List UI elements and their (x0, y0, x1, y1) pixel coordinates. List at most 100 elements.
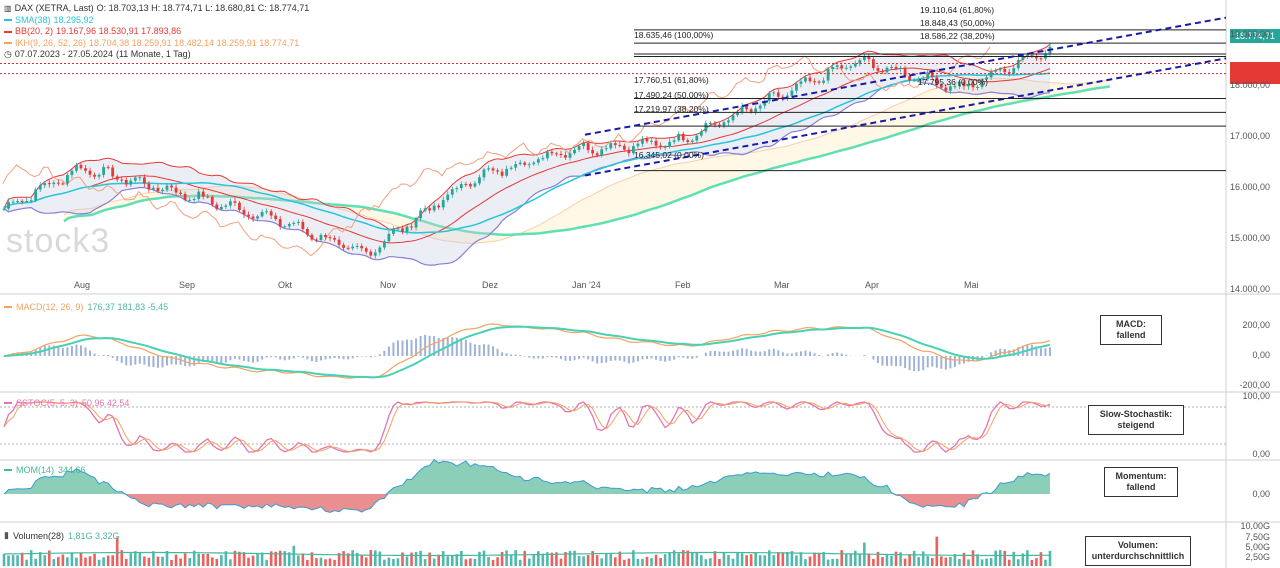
ikh-label[interactable]: IKH(9, 26, 52, 26) (15, 37, 87, 48)
candle-body (161, 189, 164, 192)
volume-bar (795, 555, 798, 566)
macd-histogram-bar (211, 356, 214, 363)
candle-body (921, 79, 925, 81)
candle-body (459, 184, 463, 189)
volume-bar (333, 559, 336, 566)
macd-signal-line (3, 325, 1051, 379)
macd-histogram-bar (799, 351, 802, 356)
ichimoku-cloud (64, 78, 1110, 244)
volume-bar (586, 554, 590, 566)
volume-bar (405, 556, 409, 566)
time-tick-label: Nov (380, 280, 397, 290)
candle-body (500, 171, 504, 176)
candle-body (201, 191, 205, 197)
price-tick-label: 18.000,00 (1229, 80, 1270, 91)
vol-label[interactable]: Volumen(28) (12, 530, 64, 541)
candle-body (251, 216, 255, 219)
volume-bar (912, 550, 916, 566)
macd-tick-label: 0,00 (1252, 350, 1270, 360)
bb-label[interactable]: BB(20, 2) (15, 26, 54, 36)
macd-histogram-bar (713, 350, 716, 356)
candle-body (976, 86, 979, 88)
macd-histogram-bar (623, 356, 626, 362)
macd-histogram-bar (238, 356, 241, 360)
candle-body (133, 177, 137, 181)
candle-body (265, 211, 269, 213)
macd-histogram-bar (890, 356, 893, 366)
sma-label[interactable]: SMA(38) (15, 14, 51, 25)
vol-tick-label: 5,00G (1245, 542, 1270, 552)
volume-bar (903, 558, 907, 566)
candle-body (174, 187, 178, 193)
candle-body (482, 169, 486, 178)
macd-histogram-bar (52, 345, 55, 356)
stoch-legend: SSTOC(5, 5, 3) 50,96 42,54 (4, 398, 129, 408)
candle-body (423, 208, 427, 211)
volume-bar (401, 552, 404, 566)
macd-histogram-bar (415, 338, 418, 356)
volume-bar (355, 552, 359, 566)
candle-body (917, 80, 921, 82)
macd-histogram-bar (410, 339, 413, 356)
candle-body (142, 177, 146, 184)
candle-body (962, 81, 966, 87)
macd-histogram-bar (451, 337, 454, 356)
volume-bar (278, 550, 282, 566)
candle-body (56, 182, 60, 184)
volume-bar (20, 552, 24, 566)
stoch-d-line (3, 401, 1051, 453)
macd-histogram-bar (111, 356, 114, 358)
volume-bar (260, 552, 264, 566)
macd-histogram-bar (618, 356, 621, 361)
candle-body (301, 221, 305, 229)
volume-bar (1007, 559, 1011, 566)
macd-histogram-bar (967, 356, 970, 362)
macd-histogram-bar (233, 356, 236, 359)
volume-bar (686, 550, 690, 566)
volume-bar (478, 551, 481, 566)
macd-histogram-bar (193, 356, 196, 366)
macd-histogram-bar (283, 356, 286, 361)
volume-bar (949, 557, 952, 566)
candle-body (958, 81, 961, 87)
macd-histogram-bar (184, 356, 187, 367)
macd-histogram-bar (876, 356, 879, 363)
volume-bar (537, 551, 540, 566)
volume-bar (881, 556, 884, 566)
macd-histogram-bar (84, 347, 87, 356)
volume-bar (450, 555, 454, 566)
mom-label[interactable]: MOM(14) (16, 465, 54, 475)
candle-body (704, 123, 708, 132)
macd-label[interactable]: MACD(12, 26, 9) (16, 302, 84, 312)
stoch-label[interactable]: SSTOC(5, 5, 3) (16, 398, 78, 408)
candle-body (718, 124, 721, 126)
candle-body (283, 226, 287, 228)
candle-body (38, 185, 42, 190)
vol-values: 1,81G 3,32G (67, 530, 120, 541)
volume-bar (93, 553, 96, 566)
volume-bar (917, 557, 920, 566)
volume-bar (976, 554, 979, 566)
candle-body (763, 100, 767, 106)
macd-swatch (4, 306, 12, 308)
macd-histogram-bar (786, 353, 789, 356)
volume-bar (1017, 559, 1020, 566)
volume-bar (695, 553, 699, 566)
candle-body (305, 228, 309, 235)
macd-histogram-bar (990, 352, 993, 356)
volume-bar (7, 555, 10, 566)
candle-body (745, 106, 749, 110)
fib-label: 18.586,22 (38,20%) (920, 31, 995, 41)
symbol-label[interactable]: DAX (XETRA, Last) (14, 3, 94, 13)
candle-body (47, 183, 51, 185)
volume-bar (138, 552, 142, 566)
candle-body (170, 185, 173, 188)
volume-bar (16, 555, 19, 566)
volume-bar (79, 553, 83, 566)
bb-swatch (4, 30, 12, 33)
volume-bar (844, 553, 848, 566)
candle-body (858, 60, 862, 64)
time-tick-label: Apr (865, 280, 880, 290)
ikh-swatch (4, 42, 12, 45)
candle-body (464, 184, 468, 186)
